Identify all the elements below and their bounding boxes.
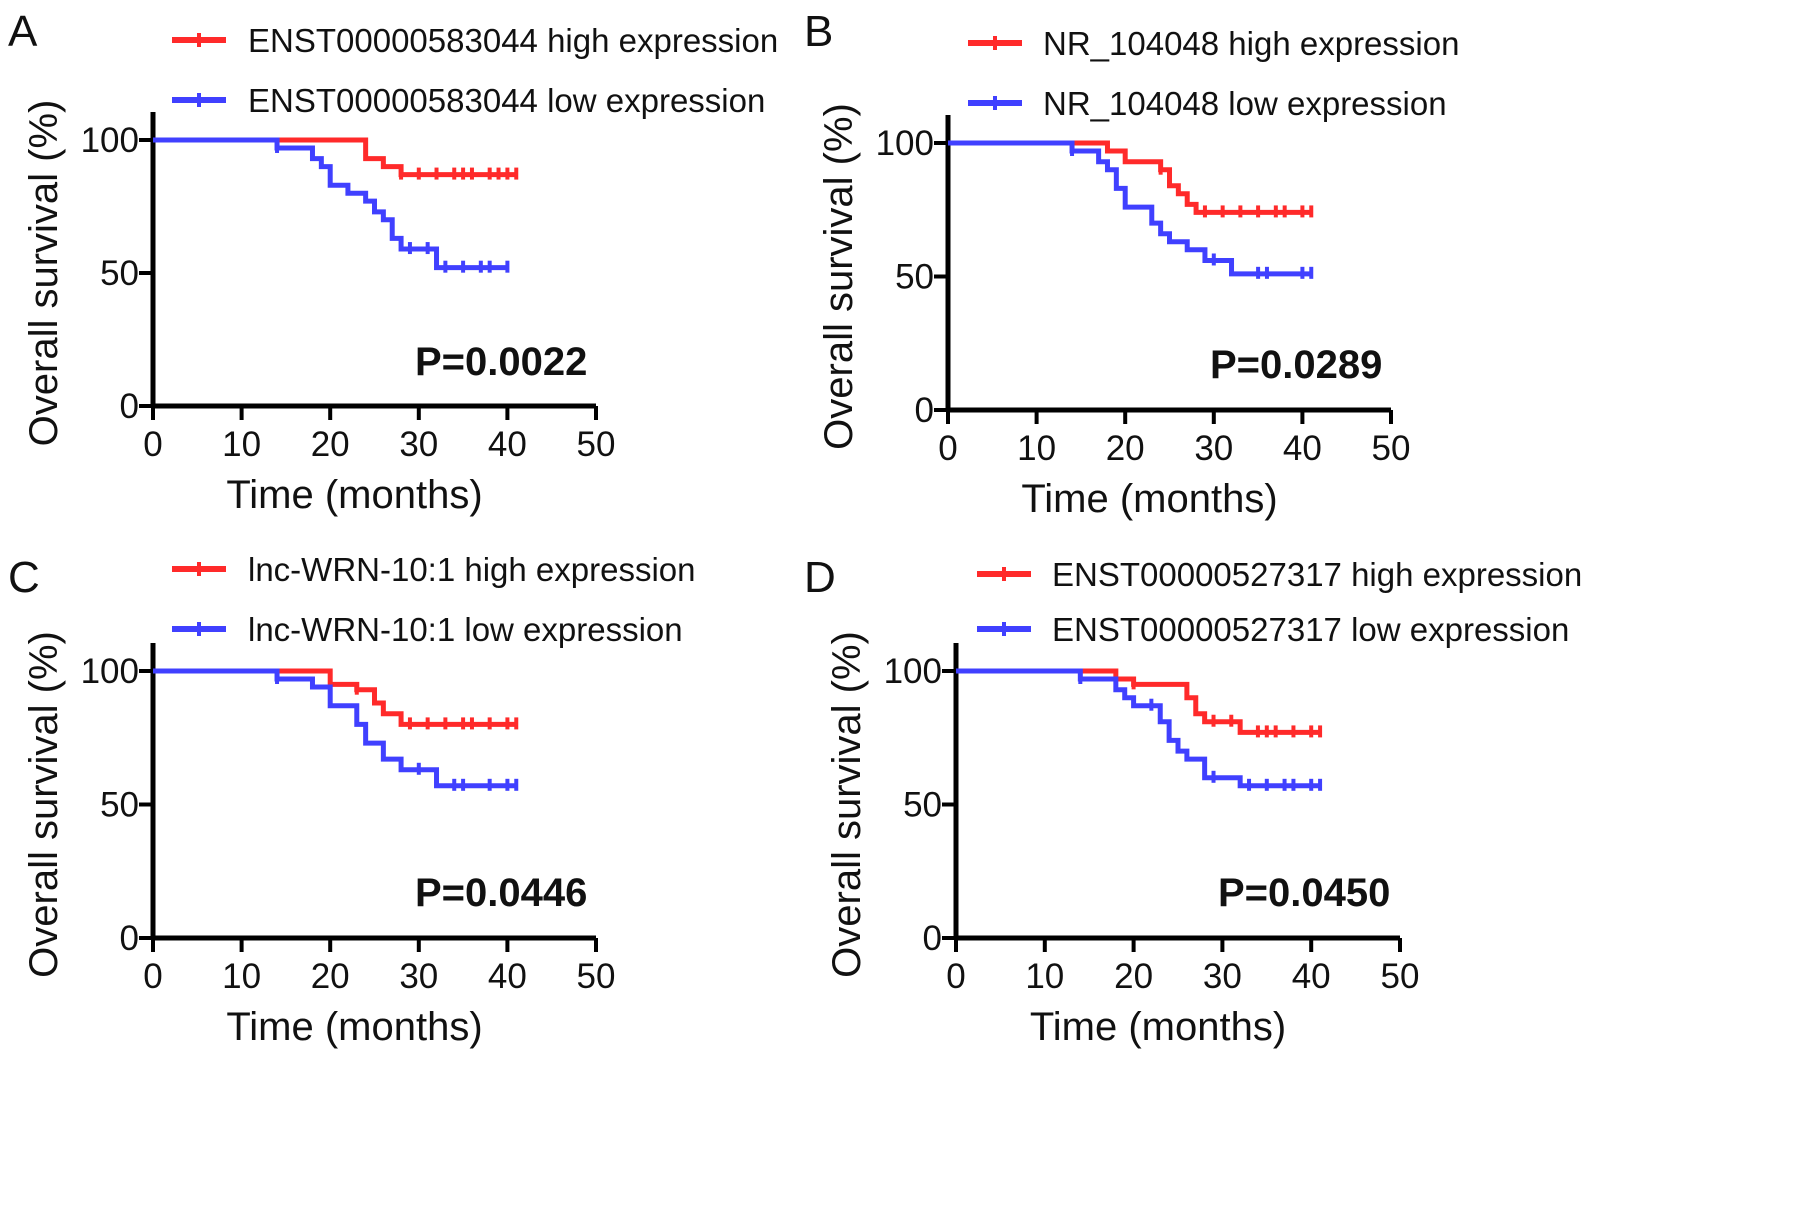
x-tick-label: 40 bbox=[488, 425, 527, 464]
legend-entry: NR_104048 high expression bbox=[968, 25, 1459, 62]
x-tick-label: 0 bbox=[938, 429, 957, 468]
survival-curve bbox=[153, 668, 517, 789]
x-tick-label: 20 bbox=[311, 425, 350, 464]
x-tick-label: 30 bbox=[399, 957, 438, 996]
y-tick-label: 100 bbox=[81, 652, 139, 691]
legend-label: ENST00000583044 high expression bbox=[248, 22, 778, 59]
series-low-expression bbox=[153, 668, 519, 791]
survival-curve bbox=[948, 140, 1312, 215]
p-value-annotation: P=0.0022 bbox=[415, 340, 587, 384]
x-axis-label: Time (months) bbox=[1021, 477, 1277, 521]
survival-curve bbox=[956, 668, 1321, 789]
series-high-expression bbox=[956, 668, 1323, 738]
panel-letter: C bbox=[8, 553, 40, 602]
panel-a: A 0 10 20 30 40 50 0 50 100 Time (months) Overall s… bbox=[8, 7, 778, 517]
x-tick-label: 10 bbox=[1025, 957, 1064, 996]
panel-letter: D bbox=[804, 553, 836, 602]
y-tick-label: 0 bbox=[923, 919, 942, 958]
series-high-expression bbox=[948, 140, 1314, 218]
x-tick-label: 20 bbox=[311, 957, 350, 996]
y-tick-label: 50 bbox=[895, 258, 934, 297]
panel-d: D 0 10 20 30 40 50 0 50 100 Time (months) Overall s… bbox=[804, 553, 1582, 1049]
x-tick-label: 0 bbox=[946, 957, 965, 996]
series-low-expression bbox=[948, 140, 1314, 279]
legend-label: lnc-WRN-10:1 high expression bbox=[248, 551, 696, 588]
x-tick-label: 50 bbox=[1381, 957, 1420, 996]
y-tick-label: 50 bbox=[100, 254, 139, 293]
panel-letter: B bbox=[804, 7, 833, 56]
y-axis-label: Overall survival (%) bbox=[22, 100, 66, 447]
legend-entry: ENST00000527317 high expression bbox=[977, 556, 1582, 593]
x-tick-label: 40 bbox=[1283, 429, 1322, 468]
panel-c: C 0 10 20 30 40 50 0 50 100 Time (months) Overall s… bbox=[8, 551, 696, 1049]
y-axis-label: Overall survival (%) bbox=[817, 103, 861, 450]
x-tick-label: 50 bbox=[1372, 429, 1411, 468]
legend-label: ENST00000583044 low expression bbox=[248, 82, 765, 119]
survival-curve bbox=[153, 668, 517, 727]
x-tick-label: 20 bbox=[1106, 429, 1145, 468]
x-tick-label: 0 bbox=[143, 957, 162, 996]
x-tick-label: 10 bbox=[1017, 429, 1056, 468]
y-tick-label: 0 bbox=[120, 387, 139, 426]
x-axis-label: Time (months) bbox=[226, 1005, 482, 1049]
y-axis-label: Overall survival (%) bbox=[825, 631, 869, 978]
x-tick-label: 10 bbox=[222, 957, 261, 996]
y-tick-label: 50 bbox=[903, 786, 942, 825]
legend-entry: ENST00000583044 low expression bbox=[172, 82, 765, 119]
survival-curve bbox=[948, 140, 1312, 277]
x-tick-label: 10 bbox=[222, 425, 261, 464]
y-tick-label: 100 bbox=[81, 121, 139, 160]
x-tick-label: 30 bbox=[399, 425, 438, 464]
x-tick-label: 50 bbox=[577, 957, 616, 996]
legend-entry: lnc-WRN-10:1 high expression bbox=[172, 551, 696, 588]
survival-curve bbox=[153, 137, 508, 271]
survival-curve bbox=[956, 668, 1321, 735]
x-tick-label: 40 bbox=[488, 957, 527, 996]
series-low-expression bbox=[153, 137, 510, 273]
panel-b: B 0 10 20 30 40 50 0 50 100 Time (months) Overall s… bbox=[804, 7, 1459, 521]
legend-entry: ENST00000583044 high expression bbox=[172, 22, 778, 59]
p-value-annotation: P=0.0446 bbox=[415, 871, 587, 915]
legend-label: NR_104048 high expression bbox=[1043, 25, 1459, 62]
y-tick-label: 50 bbox=[100, 786, 139, 825]
legend-label: NR_104048 low expression bbox=[1043, 85, 1447, 122]
panel-letter: A bbox=[8, 7, 38, 56]
y-axis-label: Overall survival (%) bbox=[22, 631, 66, 978]
legend-entry: ENST00000527317 low expression bbox=[977, 611, 1569, 648]
y-tick-label: 100 bbox=[884, 652, 942, 691]
legend-entry: lnc-WRN-10:1 low expression bbox=[172, 611, 683, 648]
x-tick-label: 30 bbox=[1203, 957, 1242, 996]
p-value-annotation: P=0.0450 bbox=[1218, 871, 1390, 915]
series-low-expression bbox=[956, 668, 1323, 791]
x-axis-label: Time (months) bbox=[226, 473, 482, 517]
x-tick-label: 20 bbox=[1114, 957, 1153, 996]
x-tick-label: 0 bbox=[143, 425, 162, 464]
x-axis-label: Time (months) bbox=[1030, 1005, 1286, 1049]
legend-label: lnc-WRN-10:1 low expression bbox=[248, 611, 683, 648]
y-tick-label: 0 bbox=[915, 391, 934, 430]
x-tick-label: 30 bbox=[1194, 429, 1233, 468]
x-tick-label: 50 bbox=[577, 425, 616, 464]
legend-label: ENST00000527317 high expression bbox=[1052, 556, 1582, 593]
legend-entry: NR_104048 low expression bbox=[968, 85, 1447, 122]
series-high-expression bbox=[153, 137, 519, 180]
y-tick-label: 100 bbox=[876, 124, 934, 163]
legend-label: ENST00000527317 low expression bbox=[1052, 611, 1569, 648]
y-tick-label: 0 bbox=[120, 919, 139, 958]
series-high-expression bbox=[153, 668, 519, 730]
p-value-annotation: P=0.0289 bbox=[1210, 343, 1382, 387]
x-tick-label: 40 bbox=[1292, 957, 1331, 996]
